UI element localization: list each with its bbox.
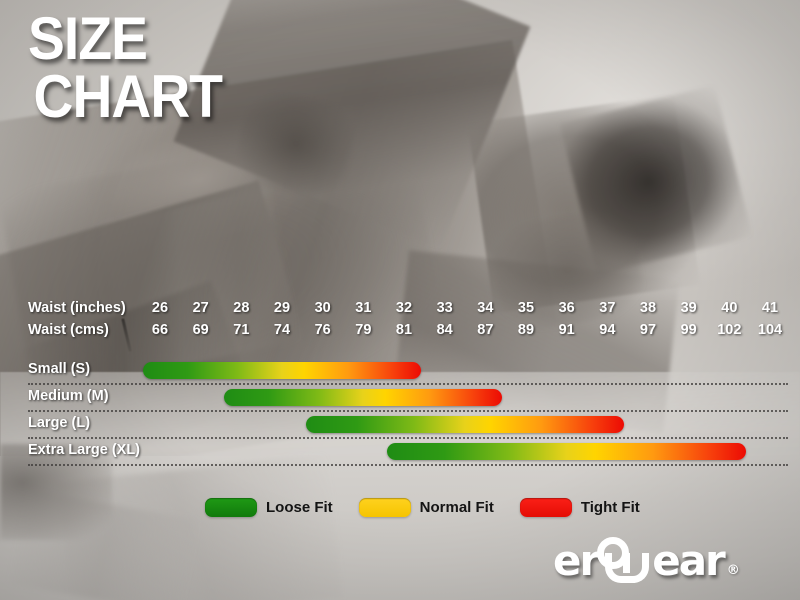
column-value: 71 <box>233 322 250 338</box>
registered-trademark-icon: ® <box>726 563 740 578</box>
fit-legend: Loose Fit Normal Fit Tight Fit <box>205 498 640 517</box>
size-row: Extra Large (XL) <box>28 439 788 466</box>
title-line-1: SIZE <box>28 5 148 72</box>
fit-range-bar <box>142 362 422 379</box>
ergowear-logo: er ear ® <box>553 536 740 585</box>
size-row-label: Extra Large (XL) <box>28 442 140 458</box>
column-value: 30 <box>314 300 331 316</box>
logo-text-part2: ear <box>652 536 726 585</box>
size-row-label: Large (L) <box>28 415 91 431</box>
column-value: 29 <box>273 300 291 316</box>
column-value: 87 <box>477 322 494 338</box>
column-value: 39 <box>680 300 697 316</box>
page-title: SIZE CHART <box>28 9 224 130</box>
column-value: 33 <box>436 300 453 316</box>
size-row: Small (S) <box>28 358 788 385</box>
logo-text-part1: er <box>553 536 600 585</box>
fit-range-bar <box>224 389 503 406</box>
column-value: 79 <box>355 322 372 338</box>
column-value: 81 <box>395 322 413 338</box>
size-rows: Small (S) Medium (M) Large (L) Extra Large … <box>28 358 788 466</box>
legend-label: Tight Fit <box>580 499 640 516</box>
column-value: 91 <box>558 322 575 338</box>
size-row-label: Small (S) <box>28 361 91 377</box>
column-value: 35 <box>517 300 535 316</box>
column-value: 89 <box>517 322 535 338</box>
legend-item: Loose Fit <box>205 498 333 517</box>
size-row: Medium (M) <box>28 385 788 412</box>
fit-range-bar <box>386 443 747 460</box>
column-value: 41 <box>761 300 779 316</box>
column-value: 99 <box>680 322 697 338</box>
size-row: Large (L) <box>28 412 788 439</box>
size-row-label: Medium (M) <box>28 388 109 404</box>
column-value: 69 <box>192 322 209 338</box>
column-value: 104 <box>757 322 783 338</box>
waist-cms-label: Waist (cms) <box>28 322 109 338</box>
column-value: 27 <box>192 300 209 316</box>
legend-item: Normal Fit <box>358 498 494 517</box>
column-value: 94 <box>599 322 616 338</box>
column-value: 66 <box>151 322 169 338</box>
legend-swatch-icon <box>358 498 411 517</box>
column-value: 40 <box>721 300 738 316</box>
column-value: 31 <box>355 300 372 316</box>
legend-label: Normal Fit <box>419 499 494 516</box>
waist-cms-row: Waist (cms) 66 69 71 74 76 79 81 84 87 89 91 94 97 99… <box>28 322 788 344</box>
waist-inches-row: Waist (inches) 26 27 28 29 30 31 32 33 34 35 36 37 3… <box>28 300 788 322</box>
legend-item: Tight Fit <box>519 498 640 517</box>
column-value: 34 <box>477 300 494 316</box>
logo-ow-ligature-icon <box>595 537 653 585</box>
column-value: 26 <box>151 300 169 316</box>
column-value: 32 <box>395 300 413 316</box>
column-value: 76 <box>314 322 331 338</box>
legend-swatch-icon <box>519 498 572 517</box>
fit-range-bar <box>305 416 625 433</box>
column-value: 38 <box>639 300 657 316</box>
column-value: 97 <box>639 322 657 338</box>
column-value: 37 <box>599 300 616 316</box>
column-value: 36 <box>558 300 575 316</box>
legend-label: Loose Fit <box>266 499 333 516</box>
waist-inches-label: Waist (inches) <box>28 300 126 316</box>
title-line-2: CHART <box>33 62 224 130</box>
column-value: 74 <box>273 322 291 338</box>
legend-swatch-icon <box>205 498 257 517</box>
column-value: 102 <box>717 322 742 338</box>
column-value: 84 <box>436 322 453 338</box>
column-value: 28 <box>233 300 250 316</box>
